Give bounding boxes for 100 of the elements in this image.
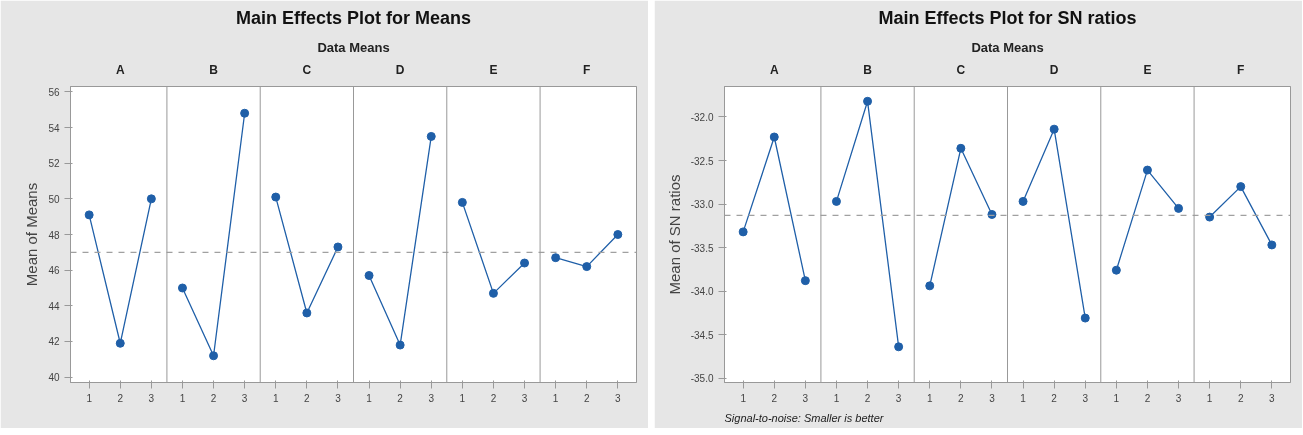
- point: [1018, 196, 1028, 206]
- y-tick-label: 48: [48, 229, 60, 241]
- x-tick-label: 1: [179, 392, 186, 404]
- point: [209, 351, 219, 361]
- x-tick-label: 1: [459, 392, 466, 404]
- y-tick-label: 46: [48, 265, 60, 277]
- point: [364, 271, 374, 280]
- x-tick-label: 1: [740, 392, 747, 404]
- x-tick-label: 2: [210, 392, 217, 404]
- chart-subtitle: Data Means: [317, 39, 390, 55]
- text: E: [489, 62, 498, 77]
- point: [457, 197, 467, 207]
- text: C: [956, 62, 966, 77]
- x-tick-label: 2: [583, 392, 590, 404]
- x-tick-label: 2: [117, 392, 124, 404]
- x-tick-label: 1: [833, 392, 840, 404]
- x-tick-label: 1: [1020, 392, 1027, 404]
- x-tick-label: 3: [148, 392, 155, 404]
- x-tick-label: 3: [895, 392, 902, 404]
- x-tick-label: 3: [428, 392, 435, 404]
- y-tick-label: 40: [48, 372, 60, 384]
- point: [302, 308, 312, 318]
- text: B: [863, 62, 873, 77]
- point: [1080, 313, 1090, 323]
- point: [240, 108, 250, 118]
- x-tick-label: 2: [490, 392, 497, 404]
- point: [769, 132, 779, 142]
- x-tick-label: 3: [1175, 392, 1182, 404]
- x-tick-label: 1: [366, 392, 373, 404]
- y-tick-label: -34.5: [690, 329, 714, 341]
- x-tick-label: 1: [86, 392, 93, 404]
- text: A: [769, 62, 779, 77]
- point: [1111, 265, 1121, 275]
- point: [831, 196, 841, 206]
- x-tick-label: 3: [1082, 392, 1089, 404]
- point: [1174, 203, 1184, 213]
- y-tick-label: 42: [48, 336, 60, 348]
- y-tick-label: 44: [48, 300, 60, 312]
- y-tick-label: -35.0: [690, 373, 714, 385]
- point: [582, 262, 592, 272]
- x-tick-label: 3: [1269, 392, 1276, 404]
- x-tick-label: 3: [335, 392, 342, 404]
- text: F: [583, 62, 591, 77]
- point: [395, 340, 405, 350]
- x-tick-label: 1: [552, 392, 559, 404]
- chart-title: Main Effects Plot for Means: [235, 7, 472, 28]
- point: [925, 281, 935, 291]
- x-tick-label: 2: [1144, 392, 1151, 404]
- y-tick-label: -32.5: [690, 155, 714, 167]
- point: [426, 131, 436, 141]
- y-tick-label: 54: [48, 122, 60, 134]
- point: [177, 283, 187, 293]
- point: [738, 227, 748, 237]
- text: E: [1143, 62, 1152, 77]
- x-tick-label: 2: [1051, 392, 1058, 404]
- point: [146, 194, 156, 204]
- x-tick-label: 3: [521, 392, 528, 404]
- point: [488, 288, 498, 298]
- y-tick-label: -33.5: [690, 242, 714, 254]
- point: [800, 276, 810, 286]
- x-tick-label: 2: [304, 392, 311, 404]
- x-tick-label: 3: [802, 392, 809, 404]
- x-tick-label: 2: [864, 392, 871, 404]
- y-tick-label: -32.0: [690, 111, 714, 123]
- point: [115, 338, 125, 348]
- point: [1142, 165, 1152, 175]
- y-tick-label: -34.0: [690, 286, 714, 298]
- x-tick-label: 1: [1206, 392, 1213, 404]
- point: [551, 253, 561, 263]
- point: [863, 96, 873, 106]
- x-tick-label: 3: [989, 392, 996, 404]
- y-tick-label: 56: [48, 86, 60, 98]
- chart-title: Main Effects Plot for SN ratios: [878, 7, 1137, 28]
- text: Signal-to-noise: Smaller is better: [724, 411, 885, 424]
- point: [271, 192, 281, 202]
- y-axis-title: Mean of Means: [23, 182, 41, 287]
- x-tick-label: 1: [1113, 392, 1120, 404]
- text: D: [1049, 62, 1059, 77]
- text: A: [115, 62, 125, 77]
- y-tick-label: -33.0: [690, 199, 714, 211]
- point: [84, 210, 94, 220]
- y-tick-label: 52: [48, 158, 60, 170]
- point: [1236, 182, 1246, 192]
- point: [333, 242, 343, 252]
- point: [1267, 240, 1277, 250]
- x-tick-label: 2: [1237, 392, 1244, 404]
- text: B: [209, 62, 219, 77]
- y-tick-label: 50: [48, 193, 60, 205]
- chart-subtitle: Data Means: [971, 39, 1044, 55]
- point: [613, 230, 623, 239]
- text: D: [395, 62, 405, 77]
- x-tick-label: 2: [958, 392, 965, 404]
- point: [520, 258, 530, 268]
- x-tick-label: 3: [615, 392, 622, 404]
- x-tick-label: 1: [272, 392, 279, 404]
- point: [1049, 124, 1059, 134]
- point: [894, 342, 904, 352]
- y-axis-title: Mean of SN ratios: [665, 174, 683, 295]
- point: [956, 143, 966, 153]
- x-tick-label: 1: [926, 392, 933, 404]
